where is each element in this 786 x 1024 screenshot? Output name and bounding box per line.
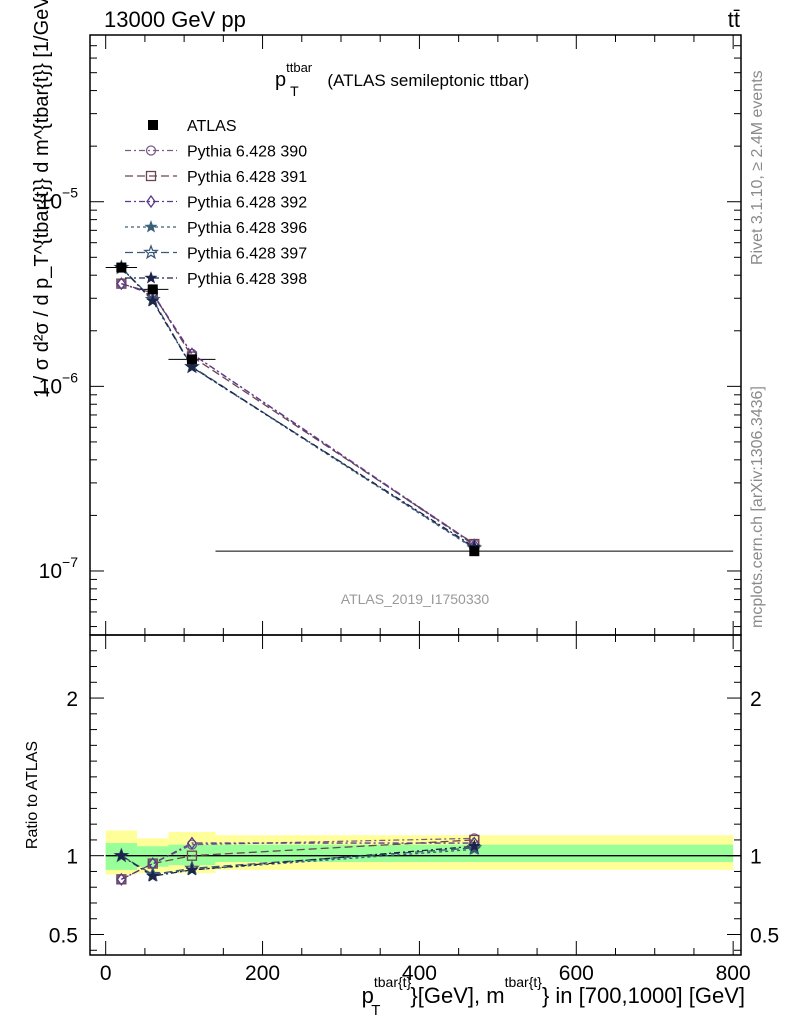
ratio-frame <box>89 634 742 956</box>
xlabel-p-sup: tbar{t} <box>374 974 412 990</box>
legend-entry-data: ATLAS <box>148 118 237 135</box>
main-y-axis-label: 1 / σ d²σ / d p_T^{tbar{t}} d m^{tbar{t}… <box>31 0 53 398</box>
legend-label: Pythia 6.428 392 <box>187 195 307 212</box>
series-line <box>121 283 475 545</box>
series-point <box>146 294 160 307</box>
xlabel-mid: }[GeV], m <box>410 983 504 1008</box>
legend-marker <box>145 170 157 182</box>
y-tick-exponent: −6 <box>62 369 78 385</box>
ratio-line <box>121 845 475 877</box>
data-point <box>116 262 127 273</box>
legend-entry: Pythia 6.428 398 <box>125 271 307 288</box>
legend-marker <box>146 194 156 209</box>
xlabel-p-sub: T <box>371 1002 380 1019</box>
xlabel-m-sup: tbar{t} <box>505 974 543 990</box>
series-line <box>120 267 475 549</box>
legend: ATLAS Pythia 6.428 390 Pythia 6.428 391 Pyt… <box>125 118 307 288</box>
legend-label: Pythia 6.428 390 <box>187 144 307 161</box>
legend-label: Pythia 6.428 391 <box>187 169 307 186</box>
series-line <box>121 283 475 546</box>
ratio-y-axis-label: Ratio to ATLAS <box>24 741 41 849</box>
legend-label: Pythia 6.428 398 <box>187 271 307 288</box>
header-energy-label: 13000 GeV pp <box>104 7 246 32</box>
ratio-y-tick-label: 0.5 <box>49 925 78 948</box>
legend-label: Pythia 6.428 397 <box>187 246 307 263</box>
main-axes: 10−510−610−7 <box>39 34 742 636</box>
legend-marker <box>144 220 158 233</box>
legend-entry: Pythia 6.428 392 <box>125 195 307 212</box>
series-line <box>120 267 475 548</box>
legend-marker <box>145 145 157 156</box>
analysis-watermark: ATLAS_2019_I1750330 <box>341 591 490 607</box>
legend-entry: Pythia 6.428 390 <box>125 144 307 161</box>
atlas-data-points <box>116 262 480 557</box>
y-tick-label: 10−6 <box>39 369 79 398</box>
y-tick-label: 10−5 <box>39 185 79 214</box>
x-tick-label: 600 <box>559 962 594 985</box>
ratio-point <box>116 872 127 886</box>
header-process-label: tt̄ <box>728 7 740 32</box>
ratio-point <box>185 863 199 876</box>
series-line <box>121 283 475 545</box>
ratio-line <box>121 842 475 880</box>
ratio-y-tick-label-right: 0.5 <box>750 925 779 948</box>
ratio-line <box>121 847 475 876</box>
xlabel-p: p <box>362 983 374 1008</box>
mc-series-markers <box>113 259 483 555</box>
legend-label: Pythia 6.428 396 <box>187 220 307 237</box>
data-point <box>147 284 158 295</box>
ratio-series-markers <box>113 833 483 886</box>
legend-entry: Pythia 6.428 391 <box>125 169 307 186</box>
inner-band <box>137 846 169 867</box>
mc-series-lines <box>120 267 475 550</box>
x-tick-label: 0 <box>100 962 112 985</box>
y-tick-mantissa: 10 <box>39 560 62 583</box>
x-tick-label: 400 <box>402 962 437 985</box>
legend-label: ATLAS <box>187 118 237 135</box>
ratio-point <box>114 848 128 862</box>
series-line <box>120 267 475 550</box>
y-tick-exponent: −5 <box>62 185 78 201</box>
rivet-version-label: Rivet 3.1.10, ≥ 2.4M events <box>749 70 766 265</box>
main-plot-panel: 10−510−610−7 pttbar T (ATLAS semileptonic… <box>31 0 742 636</box>
title-rest: (ATLAS semileptonic ttbar) <box>323 71 530 90</box>
legend-marker <box>144 271 158 284</box>
ratio-plot-panel: 2 2 1 1 0.5 0.5 0 200 400 600 800 Ratio to ATLAS <box>24 634 779 985</box>
xlabel-end: } in [700,1000] [GeV] <box>542 983 745 1008</box>
ratio-y-tick-label-right: 2 <box>750 688 762 711</box>
series-point <box>116 277 127 291</box>
y-tick-label: 10−7 <box>39 554 79 583</box>
x-axis-label: ptbar{t} T}[GeV], mtbar{t}} in [700,1000]… <box>362 974 745 1019</box>
legend-marker <box>143 244 159 260</box>
ratio-y-tick-label: 1 <box>66 846 78 869</box>
mcplots-reference-label: mcplots.cern.ch [arXiv:1306.3436] <box>749 386 766 628</box>
series-point <box>185 360 199 373</box>
legend-entry: Pythia 6.428 397 <box>125 244 307 263</box>
ratio-point <box>467 839 481 852</box>
x-tick-label: 800 <box>716 962 751 985</box>
legend-marker <box>148 120 158 130</box>
title-main: p <box>275 69 286 91</box>
ratio-point <box>146 869 160 882</box>
x-tick-label: 200 <box>245 962 280 985</box>
ratio-axes: 2 2 1 1 0.5 0.5 0 200 400 600 800 <box>49 634 779 985</box>
y-tick-exponent: −7 <box>62 554 78 570</box>
y-tick-mantissa: 10 <box>39 191 62 214</box>
title-sub: T <box>290 83 299 99</box>
data-point <box>469 546 480 557</box>
legend-entry: Pythia 6.428 396 <box>125 220 307 237</box>
ratio-point <box>187 836 197 850</box>
ratio-series-lines <box>121 837 475 880</box>
plot-title: pttbar T (ATLAS semileptonic ttbar) <box>275 60 529 99</box>
ratio-point <box>466 839 483 855</box>
y-tick-mantissa: 10 <box>39 375 62 398</box>
ratio-y-tick-label-right: 1 <box>750 846 762 869</box>
data-point <box>186 354 197 365</box>
title-sup: ttbar <box>286 60 313 75</box>
ratio-y-tick-label: 2 <box>66 688 78 711</box>
